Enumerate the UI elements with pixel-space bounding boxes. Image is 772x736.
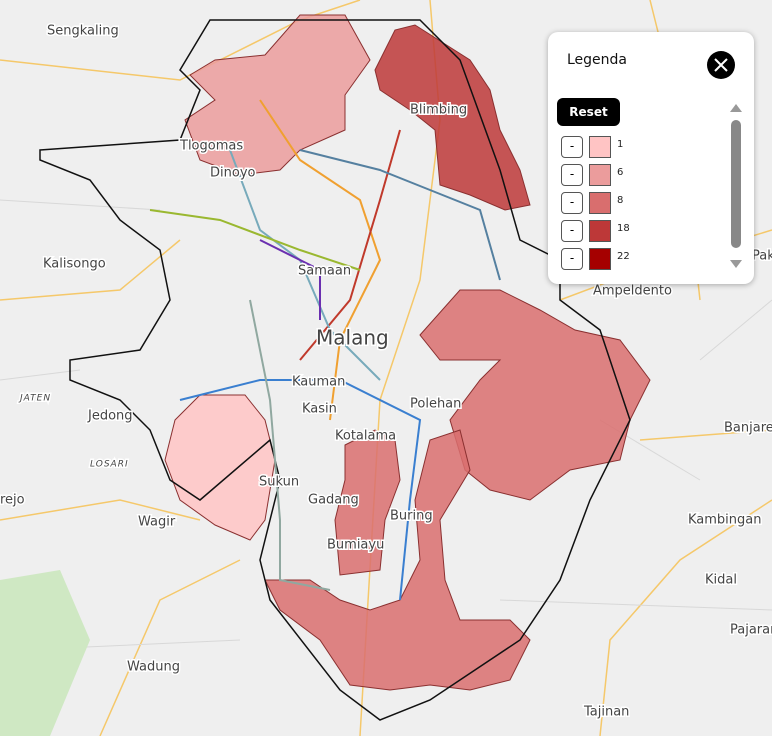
place-label: Tajinan: [583, 705, 629, 720]
place-label: Kauman: [292, 375, 345, 390]
minor-roads: [0, 199, 772, 651]
legend-swatch: [589, 164, 611, 186]
zone: [419, 289, 651, 501]
scrollbar[interactable]: [726, 102, 746, 272]
place-label: Kidal: [705, 573, 737, 588]
place-label: Banjarej: [724, 421, 772, 436]
place-label: Kotalama: [335, 429, 396, 444]
place-label: Polehan: [410, 397, 461, 412]
green-area: [0, 570, 90, 736]
place-label: Blimbing: [410, 103, 467, 118]
zone: [334, 429, 401, 576]
place-label: Tlogomas: [179, 139, 243, 154]
toggle-button[interactable]: -: [561, 136, 583, 158]
place-label: Sengkaling: [47, 24, 119, 39]
routes: [149, 99, 501, 601]
place-label: Dinoyo: [210, 166, 256, 181]
place-label: Pajaran: [730, 623, 772, 638]
reset-button[interactable]: Reset: [557, 98, 620, 126]
place-label: Kambingan: [688, 513, 762, 528]
legend-label: 18: [617, 223, 630, 234]
place-label: Malang: [316, 326, 389, 350]
legend-label: 6: [617, 167, 624, 178]
legend-label: 1: [617, 139, 624, 150]
place-label: Jedong: [87, 409, 133, 424]
toggle-button[interactable]: -: [561, 248, 583, 270]
place-label: Sukun: [259, 475, 299, 490]
place-label: rejo: [0, 493, 25, 508]
toggle-button[interactable]: -: [561, 220, 583, 242]
legend-title: Legenda: [567, 52, 628, 68]
place-label: JATEN: [18, 394, 51, 404]
legend-swatch: [589, 136, 611, 158]
zone: [264, 429, 531, 691]
legend-label: 8: [617, 195, 624, 206]
legend-swatch: [589, 248, 611, 270]
place-label: Kalisongo: [43, 257, 106, 272]
close-button[interactable]: [707, 51, 735, 79]
place-label: Bumiayu: [327, 538, 384, 553]
place-label: Wagir: [138, 515, 176, 530]
place-label: Gadang: [308, 493, 359, 508]
place-label: Kasin: [302, 402, 337, 417]
place-label: Ampeldento: [593, 284, 672, 299]
zone: [184, 14, 371, 176]
place-label: Pak: [752, 249, 772, 264]
close-icon: [714, 58, 728, 72]
place-labels: Sengkaling Tlogomas Dinoyo Blimbing Kalisong…: [0, 22, 772, 721]
city-boundary: [39, 19, 631, 721]
place-label: LOSARI: [90, 460, 129, 470]
toggle-button[interactable]: -: [561, 164, 583, 186]
zones: [164, 14, 651, 691]
place-label: Samaan: [298, 264, 351, 279]
legend-swatch: [589, 192, 611, 214]
place-label: Buring: [390, 509, 433, 524]
legend-panel: Legenda Reset - 1 - 6 - 8 - 18 - 22: [548, 32, 754, 284]
zone: [164, 394, 276, 541]
legend-label: 22: [617, 251, 630, 262]
toggle-button[interactable]: -: [561, 192, 583, 214]
legend-swatch: [589, 220, 611, 242]
place-label: Wadung: [127, 660, 180, 675]
zone: [374, 24, 531, 211]
